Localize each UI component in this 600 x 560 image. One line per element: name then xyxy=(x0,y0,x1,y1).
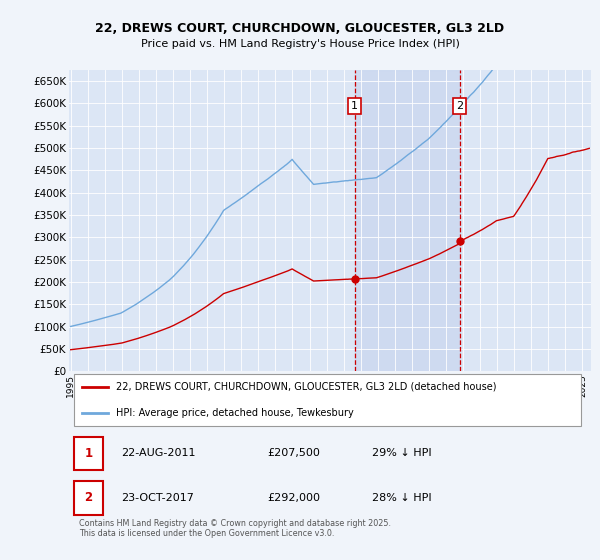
Text: £207,500: £207,500 xyxy=(268,449,320,459)
Text: 1: 1 xyxy=(351,101,358,111)
Text: Contains HM Land Registry data © Crown copyright and database right 2025.
This d: Contains HM Land Registry data © Crown c… xyxy=(79,519,391,538)
Text: 2: 2 xyxy=(456,101,463,111)
Text: 2: 2 xyxy=(84,491,92,505)
Text: 22, DREWS COURT, CHURCHDOWN, GLOUCESTER, GL3 2LD (detached house): 22, DREWS COURT, CHURCHDOWN, GLOUCESTER,… xyxy=(116,382,496,392)
Text: 22, DREWS COURT, CHURCHDOWN, GLOUCESTER, GL3 2LD: 22, DREWS COURT, CHURCHDOWN, GLOUCESTER,… xyxy=(95,21,505,35)
Text: HPI: Average price, detached house, Tewkesbury: HPI: Average price, detached house, Tewk… xyxy=(116,408,354,418)
FancyBboxPatch shape xyxy=(74,481,103,515)
FancyBboxPatch shape xyxy=(74,374,581,426)
FancyBboxPatch shape xyxy=(74,437,103,470)
Text: 28% ↓ HPI: 28% ↓ HPI xyxy=(372,493,431,503)
Text: 22-AUG-2011: 22-AUG-2011 xyxy=(121,449,196,459)
Bar xyxy=(355,70,460,371)
Text: Price paid vs. HM Land Registry's House Price Index (HPI): Price paid vs. HM Land Registry's House … xyxy=(140,39,460,49)
Text: 23-OCT-2017: 23-OCT-2017 xyxy=(121,493,194,503)
Text: 29% ↓ HPI: 29% ↓ HPI xyxy=(372,449,431,459)
Text: 1: 1 xyxy=(84,447,92,460)
Text: £292,000: £292,000 xyxy=(268,493,320,503)
